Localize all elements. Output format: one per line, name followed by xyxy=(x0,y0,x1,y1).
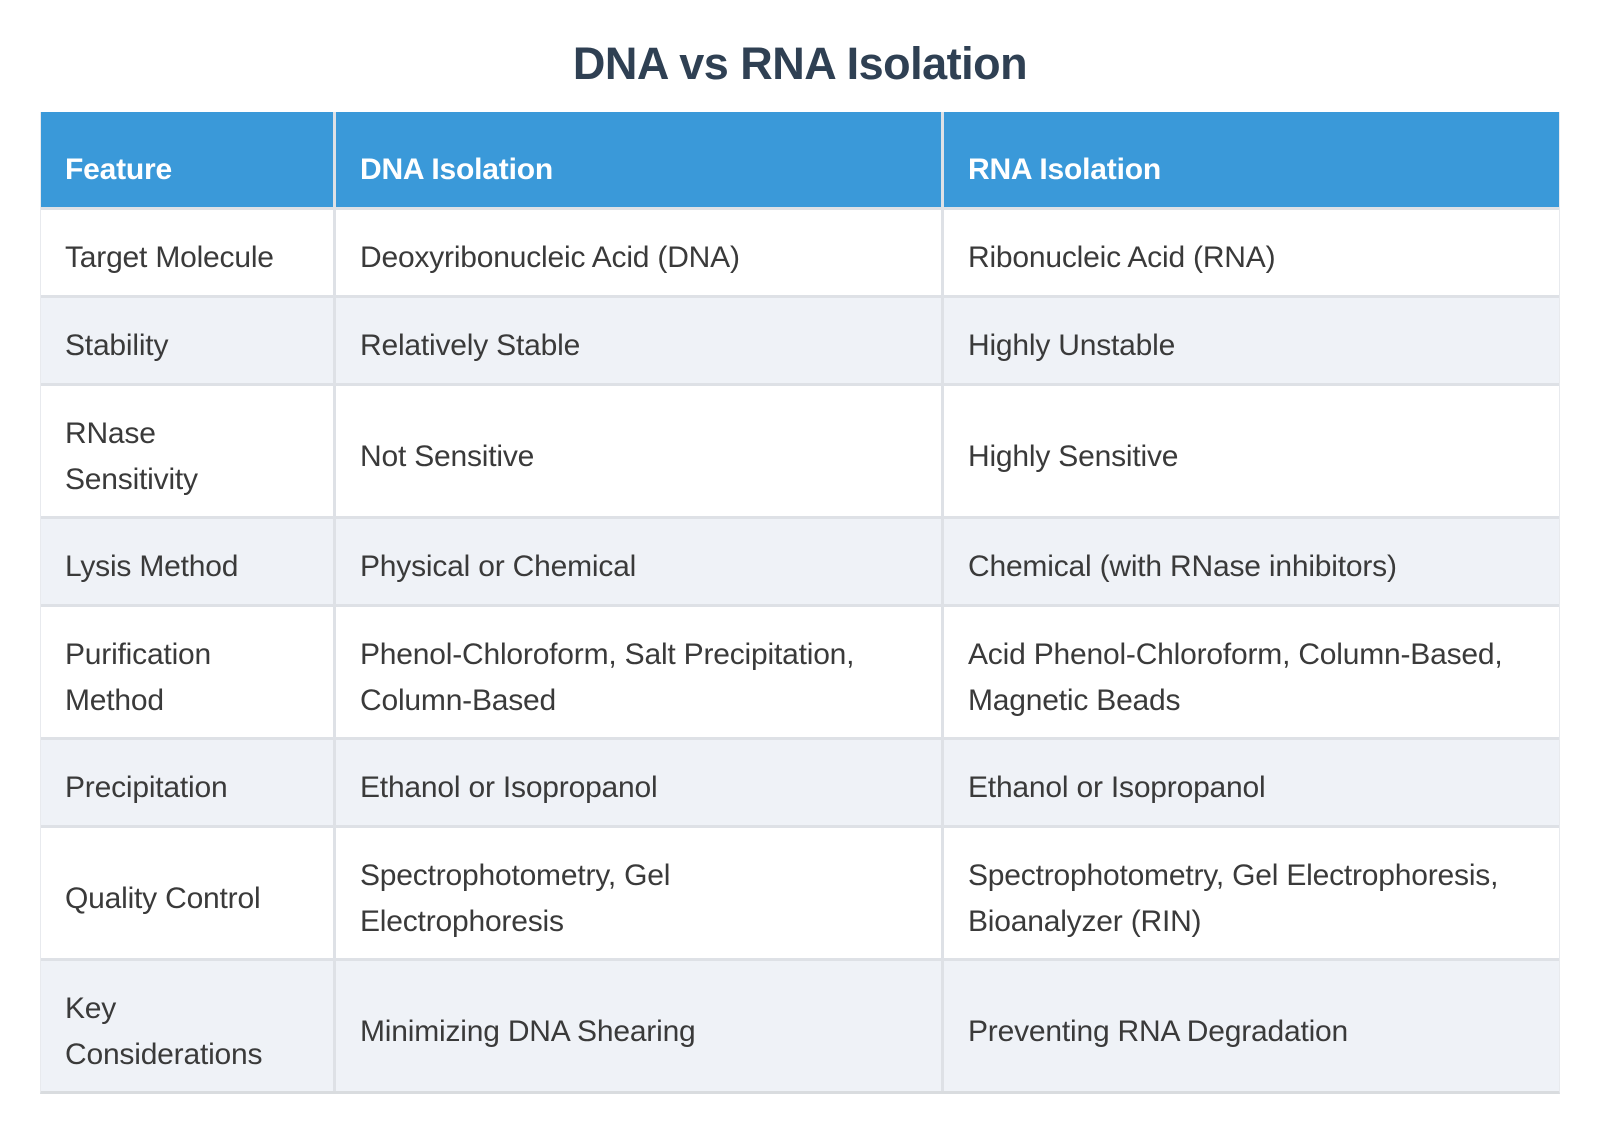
column-header-label: Feature xyxy=(65,152,172,186)
cell-line: Stability xyxy=(65,329,169,363)
cell-line: Chemical (with RNase inhibitors) xyxy=(968,550,1397,584)
feature-cell: Key Considerations xyxy=(41,960,333,1091)
page-title: DNA vs RNA Isolation xyxy=(572,38,1028,89)
feature-cell: Precipitation xyxy=(41,739,333,825)
column-header-rna: RNA Isolation xyxy=(944,111,1559,207)
dna-isolation-cell: Physical or Chemical xyxy=(336,518,941,604)
feature-cell: RNase Sensitivity xyxy=(41,385,333,516)
cell-line: Minimizing DNA Shearing xyxy=(360,1014,696,1048)
cell-line: Ribonucleic Acid (RNA) xyxy=(968,241,1276,275)
dna-isolation-cell: Relatively Stable xyxy=(336,297,941,383)
cell-line: Deoxyribonucleic Acid (DNA) xyxy=(360,241,740,275)
feature-cell: Stability xyxy=(41,297,333,383)
cell-line: Preventing RNA Degradation xyxy=(968,1014,1349,1048)
cell-line: Key xyxy=(65,991,117,1025)
comparison-table: Feature DNA Isolation RNA Isolation Target … xyxy=(40,111,1560,1094)
column-header-feature: Feature xyxy=(41,111,333,207)
cell-line: Spectrophotometry, Gel Electrophoresis, xyxy=(968,858,1499,892)
dna-isolation-cell: Deoxyribonucleic Acid (DNA) xyxy=(336,209,941,295)
cell-line: Highly Unstable xyxy=(968,329,1176,363)
cell-line: Phenol-Chloroform, Salt Precipitation, xyxy=(360,637,855,671)
dna-isolation-cell: Minimizing DNA Shearing xyxy=(336,960,941,1091)
rna-isolation-cell: Acid Phenol-Chloroform, Column-Based, Mag… xyxy=(944,606,1559,737)
cell-line: Quality Control xyxy=(65,881,261,915)
feature-cell: Purification Method xyxy=(41,606,333,737)
cell-line: Ethanol or Isopropanol xyxy=(360,771,658,805)
cell-line: Not Sensitive xyxy=(360,439,535,473)
cell-line: Target Molecule xyxy=(65,241,274,275)
column-header-label: RNA Isolation xyxy=(968,152,1161,186)
rna-isolation-cell: Highly Unstable xyxy=(944,297,1559,383)
column-header-dna: DNA Isolation xyxy=(336,111,941,207)
feature-cell: Lysis Method xyxy=(41,518,333,604)
cell-line: Column-Based xyxy=(360,683,557,717)
dna-isolation-cell: Phenol-Chloroform, Salt Precipitation, Co… xyxy=(336,606,941,737)
rna-isolation-cell: Spectrophotometry, Gel Electrophoresis, B… xyxy=(944,827,1559,958)
cell-line: Ethanol or Isopropanol xyxy=(968,771,1266,805)
cell-line: Purification xyxy=(65,637,212,671)
cell-line: Relatively Stable xyxy=(360,329,581,363)
cell-line: Physical or Chemical xyxy=(360,550,637,584)
feature-cell: Target Molecule xyxy=(41,209,333,295)
dna-isolation-cell: Not Sensitive xyxy=(336,385,941,516)
cell-line: Considerations xyxy=(65,1037,263,1071)
dna-isolation-cell: Spectrophotometry, Gel Electrophoresis xyxy=(336,827,941,958)
feature-cell: Quality Control xyxy=(41,827,333,958)
rna-isolation-cell: Ethanol or Isopropanol xyxy=(944,739,1559,825)
cell-line: Electrophoresis xyxy=(360,904,564,938)
cell-line: Method xyxy=(65,683,164,717)
column-header-label: DNA Isolation xyxy=(360,152,553,186)
cell-line: Sensitivity xyxy=(65,462,198,496)
cell-line: Precipitation xyxy=(65,771,228,805)
cell-line: Bioanalyzer (RIN) xyxy=(968,904,1202,938)
rna-isolation-cell: Ribonucleic Acid (RNA) xyxy=(944,209,1559,295)
cell-line: Lysis Method xyxy=(65,550,239,584)
rna-isolation-cell: Preventing RNA Degradation xyxy=(944,960,1559,1091)
dna-isolation-cell: Ethanol or Isopropanol xyxy=(336,739,941,825)
cell-line: Acid Phenol-Chloroform, Column-Based, xyxy=(968,637,1503,671)
cell-line: RNase xyxy=(65,416,156,450)
cell-line: Magnetic Beads xyxy=(968,683,1181,717)
cell-line: Spectrophotometry, Gel xyxy=(360,858,671,892)
cell-line: Highly Sensitive xyxy=(968,439,1179,473)
rna-isolation-cell: Chemical (with RNase inhibitors) xyxy=(944,518,1559,604)
rna-isolation-cell: Highly Sensitive xyxy=(944,385,1559,516)
